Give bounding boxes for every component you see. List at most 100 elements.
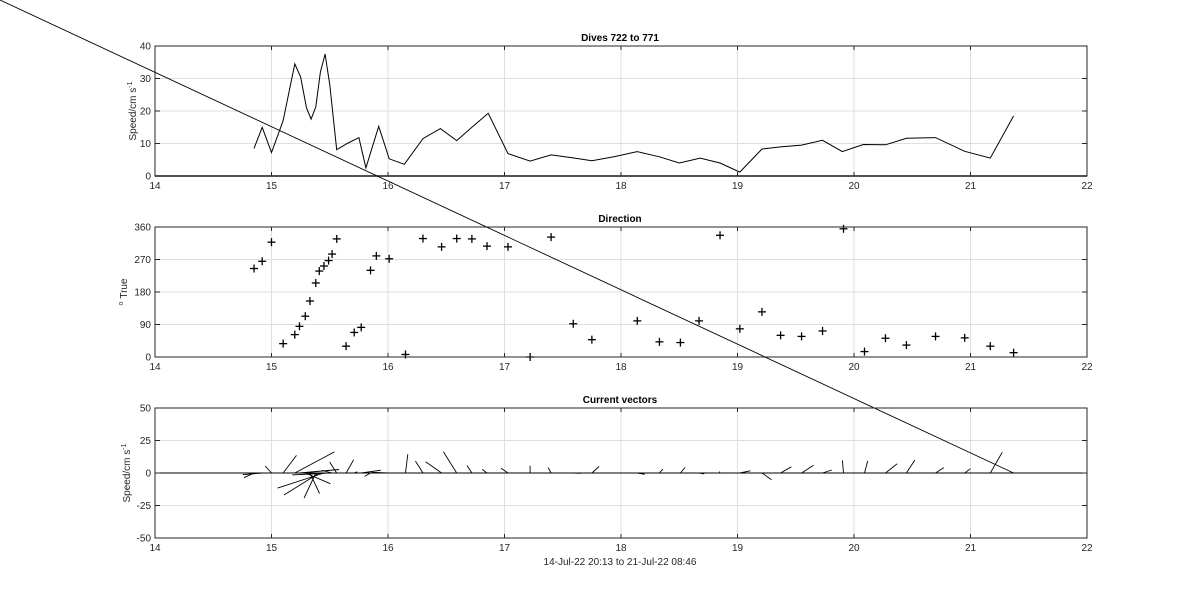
direction-point [839,224,848,233]
current-vector [466,465,473,474]
current-vector [718,471,721,474]
vector-x-tick-label: 22 [1081,543,1093,554]
direction-point [342,342,351,351]
direction-point [311,278,320,287]
direction-point [569,319,578,328]
direction-point [418,234,427,243]
vector-y-tick-label: -25 [137,501,152,512]
current-vector [242,472,263,476]
direction-point [437,242,446,251]
vector-y-tick-label: 50 [140,404,152,415]
direction-point [716,231,725,240]
direction-x-tick-label: 16 [382,362,394,373]
speed-x-tick-label: 21 [965,181,977,192]
vector-y-tick-label: 0 [145,469,151,480]
current-vector [699,472,705,475]
current-vector [780,466,792,474]
direction-point [328,250,337,259]
direction-x-tick-label: 21 [965,362,977,373]
current-vector [841,460,844,474]
speed-y-tick-label: 0 [145,172,151,183]
current-vector [345,459,355,474]
vector-x-tick-label: 18 [615,543,627,554]
current-vector [443,451,458,474]
direction-point [467,234,476,243]
direction-point [350,328,359,337]
current-vector [425,461,442,474]
current-vector [547,467,552,474]
direction-point [1009,348,1018,357]
direction-x-tick-label: 17 [499,362,511,373]
direction-point [452,234,461,243]
direction-x-tick-label: 20 [848,362,860,373]
speed-series-line [253,53,1015,173]
current-vector [374,472,390,474]
current-vector [292,472,329,476]
direction-point [655,337,664,346]
current-vector [361,469,381,474]
speed-x-tick-label: 20 [848,181,860,192]
current-vector [364,472,371,477]
direction-point [776,331,785,340]
current-vector [321,469,333,474]
vector-x-tick-label: 16 [382,543,394,554]
current-vector [277,472,325,489]
current-vector [885,463,898,474]
direction-y-tick-label: 0 [145,353,151,364]
current-vector [500,467,509,474]
current-vector [415,460,424,474]
speed-y-tick-label: 20 [140,107,152,118]
direction-point [986,342,995,351]
direction-y-tick-label: 360 [134,223,151,234]
direction-point [258,257,267,266]
direction-x-tick-label: 15 [266,362,278,373]
direction-point [860,347,869,356]
current-vector [299,469,340,474]
current-vector [906,459,916,474]
vector-x-tick-label: 19 [732,543,744,554]
vector-x-tick-label: 20 [848,543,860,554]
current-vector [354,471,358,474]
direction-point [797,332,806,341]
direction-x-tick-label: 18 [615,362,627,373]
current-vector [481,469,488,474]
direction-y-tick-label: 180 [134,288,151,299]
direction-point [301,312,310,321]
current-vector [680,467,686,474]
direction-point [902,341,911,350]
direction-point [372,251,381,260]
direction-point [695,316,704,325]
direction-point [735,324,744,333]
current-vector [309,472,321,494]
direction-point [357,323,366,332]
current-vector [264,465,272,474]
speed-x-tick-label: 18 [615,181,627,192]
speed-x-tick-label: 22 [1081,181,1093,192]
speed-y-tick-label: 40 [140,42,152,53]
current-vector [964,468,971,474]
current-vector [935,467,945,474]
direction-point [547,233,556,242]
speed-x-tick-label: 15 [266,181,278,192]
vector-x-tick-label: 14 [149,543,161,554]
direction-x-tick-label: 14 [149,362,161,373]
direction-point [305,297,314,306]
direction-point [503,242,512,251]
vector-y-tick-label: 25 [140,436,152,447]
speed-y-tick-label: 10 [140,139,152,150]
direction-point [324,256,333,265]
speed-x-tick-label: 19 [732,181,744,192]
direction-y-tick-label: 270 [134,255,151,266]
current-vector [0,0,1014,474]
current-vector [659,468,664,474]
direction-point [960,333,969,342]
speed-y-axis-label: Speed/cm s-1 [127,81,139,140]
current-vector [329,461,338,474]
current-vector [305,472,331,485]
direction-point [881,334,890,343]
vector-panel-title: Current vectors [583,395,658,406]
speed-y-tick-label: 30 [140,74,152,85]
direction-point [295,322,304,331]
vector-x-tick-label: 17 [499,543,511,554]
